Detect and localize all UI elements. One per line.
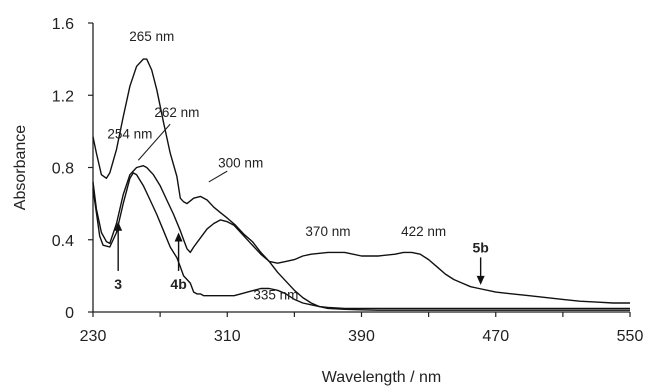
- annotation-leader-line: [208, 170, 228, 183]
- arrow-label: 5b: [472, 239, 488, 255]
- x-tick-label: 550: [617, 328, 644, 345]
- arrow-head: [114, 221, 123, 231]
- arrow-marker-4b: 4b: [170, 232, 187, 292]
- arrow-head: [476, 275, 485, 285]
- arrow-label: 3: [114, 276, 122, 292]
- arrow-marker-3: 3: [114, 221, 123, 292]
- axes: [92, 23, 630, 313]
- ticks: 230 310 390 470 550 0 0.4 0.8 1.2 1.6: [52, 16, 644, 345]
- y-tick-label: 1.2: [52, 88, 74, 105]
- peak-annotation: 262 nm: [154, 105, 199, 120]
- x-axis-title: Wavelength / nm: [322, 369, 441, 386]
- series-line-3: [92, 58, 630, 311]
- arrow-markers: 3 4b 5b: [114, 221, 489, 292]
- arrow-label: 4b: [170, 276, 186, 292]
- peak-annotation: 300 nm: [218, 156, 263, 171]
- arrow-head: [174, 232, 183, 242]
- y-tick-label: 0.4: [52, 233, 74, 250]
- peak-annotation: 335 nm: [253, 287, 298, 302]
- peak-annotation: 370 nm: [305, 224, 350, 239]
- series-lines: [92, 58, 630, 311]
- y-tick-label: 1.6: [52, 16, 74, 33]
- y-tick-label: 0: [65, 305, 74, 322]
- arrow-marker-5b: 5b: [472, 239, 489, 285]
- y-tick-label: 0.8: [52, 161, 74, 178]
- y-axis-title: Absorbance: [12, 125, 29, 210]
- peak-annotation: 422 nm: [401, 224, 446, 239]
- annotation-leader-line: [137, 123, 171, 161]
- peak-annotation: 265 nm: [129, 29, 174, 44]
- series-line-5b: [92, 164, 630, 304]
- x-tick-label: 470: [482, 328, 509, 345]
- peak-annotation: 254 nm: [107, 127, 152, 142]
- x-tick-label: 310: [214, 328, 241, 345]
- x-tick-label: 390: [348, 328, 375, 345]
- x-tick-label: 230: [80, 328, 107, 345]
- series-line-4b: [92, 172, 630, 310]
